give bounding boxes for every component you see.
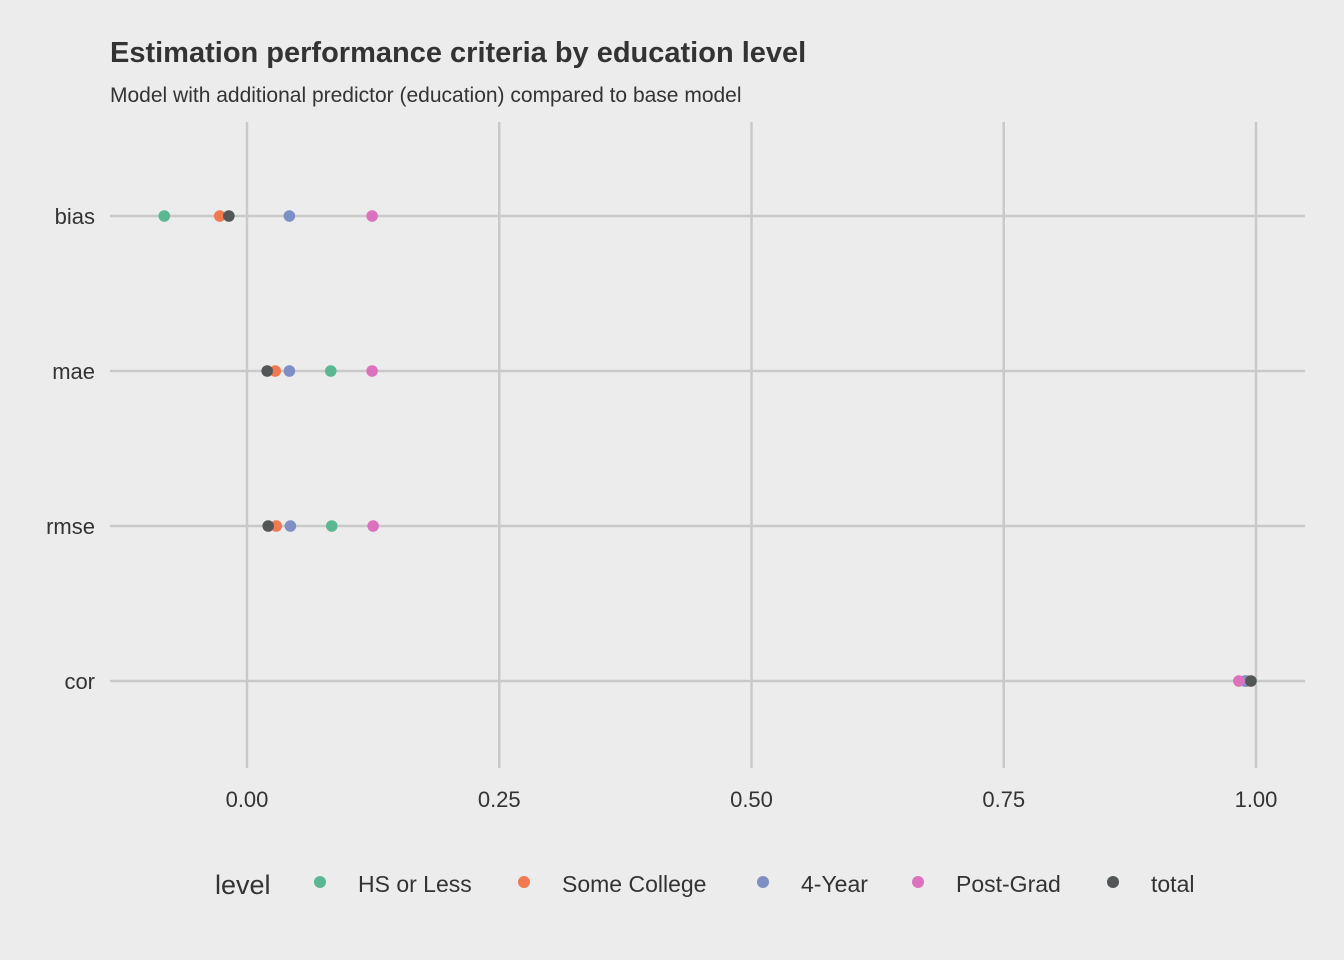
y-tick-label: mae (52, 359, 95, 384)
x-tick-label: 0.50 (730, 787, 773, 812)
legend-key (912, 876, 924, 888)
legend-key (1107, 876, 1119, 888)
legend-label: Some College (562, 871, 706, 897)
x-tick-label: 0.25 (478, 787, 521, 812)
y-tick-label: rmse (46, 514, 95, 539)
legend-title: level (215, 870, 271, 900)
data-point (367, 520, 379, 532)
data-point (223, 210, 235, 222)
chart-subtitle: Model with additional predictor (educati… (110, 84, 742, 107)
data-point (366, 210, 378, 222)
data-point (213, 210, 226, 222)
legend-label: total (1151, 871, 1194, 897)
data-point (283, 210, 296, 222)
grid (110, 122, 1305, 768)
legend-key (518, 876, 530, 888)
y-tick-label: cor (64, 669, 95, 694)
data-point (262, 520, 274, 532)
data-point (284, 520, 297, 532)
data-point (1245, 675, 1257, 687)
data-point (324, 365, 337, 377)
data-point (325, 520, 338, 532)
data-point (261, 365, 273, 377)
data-point (269, 365, 282, 377)
x-tick-label: 0.75 (982, 787, 1025, 812)
legend-key (757, 876, 769, 888)
legend-label: 4-Year (801, 871, 868, 897)
y-axis-ticks: bias mae rmse cor (46, 204, 95, 694)
data-points (158, 210, 1257, 687)
y-tick-label: bias (55, 204, 95, 229)
legend-key (314, 876, 326, 888)
x-axis-ticks: 0.00 0.25 0.50 0.75 1.00 (226, 787, 1278, 812)
data-point (1233, 675, 1245, 687)
data-point (158, 210, 171, 222)
data-point (270, 520, 283, 532)
x-tick-label: 1.00 (1235, 787, 1278, 812)
data-point (283, 365, 296, 377)
legend: level HS or Less Some College 4-Year Post-Gr… (215, 870, 1194, 900)
legend-label: Post-Grad (956, 871, 1061, 897)
legend-label: HS or Less (358, 871, 472, 897)
chart-title: Estimation performance criteria by educa… (110, 37, 806, 69)
x-tick-label: 0.00 (226, 787, 269, 812)
data-point (366, 365, 378, 377)
